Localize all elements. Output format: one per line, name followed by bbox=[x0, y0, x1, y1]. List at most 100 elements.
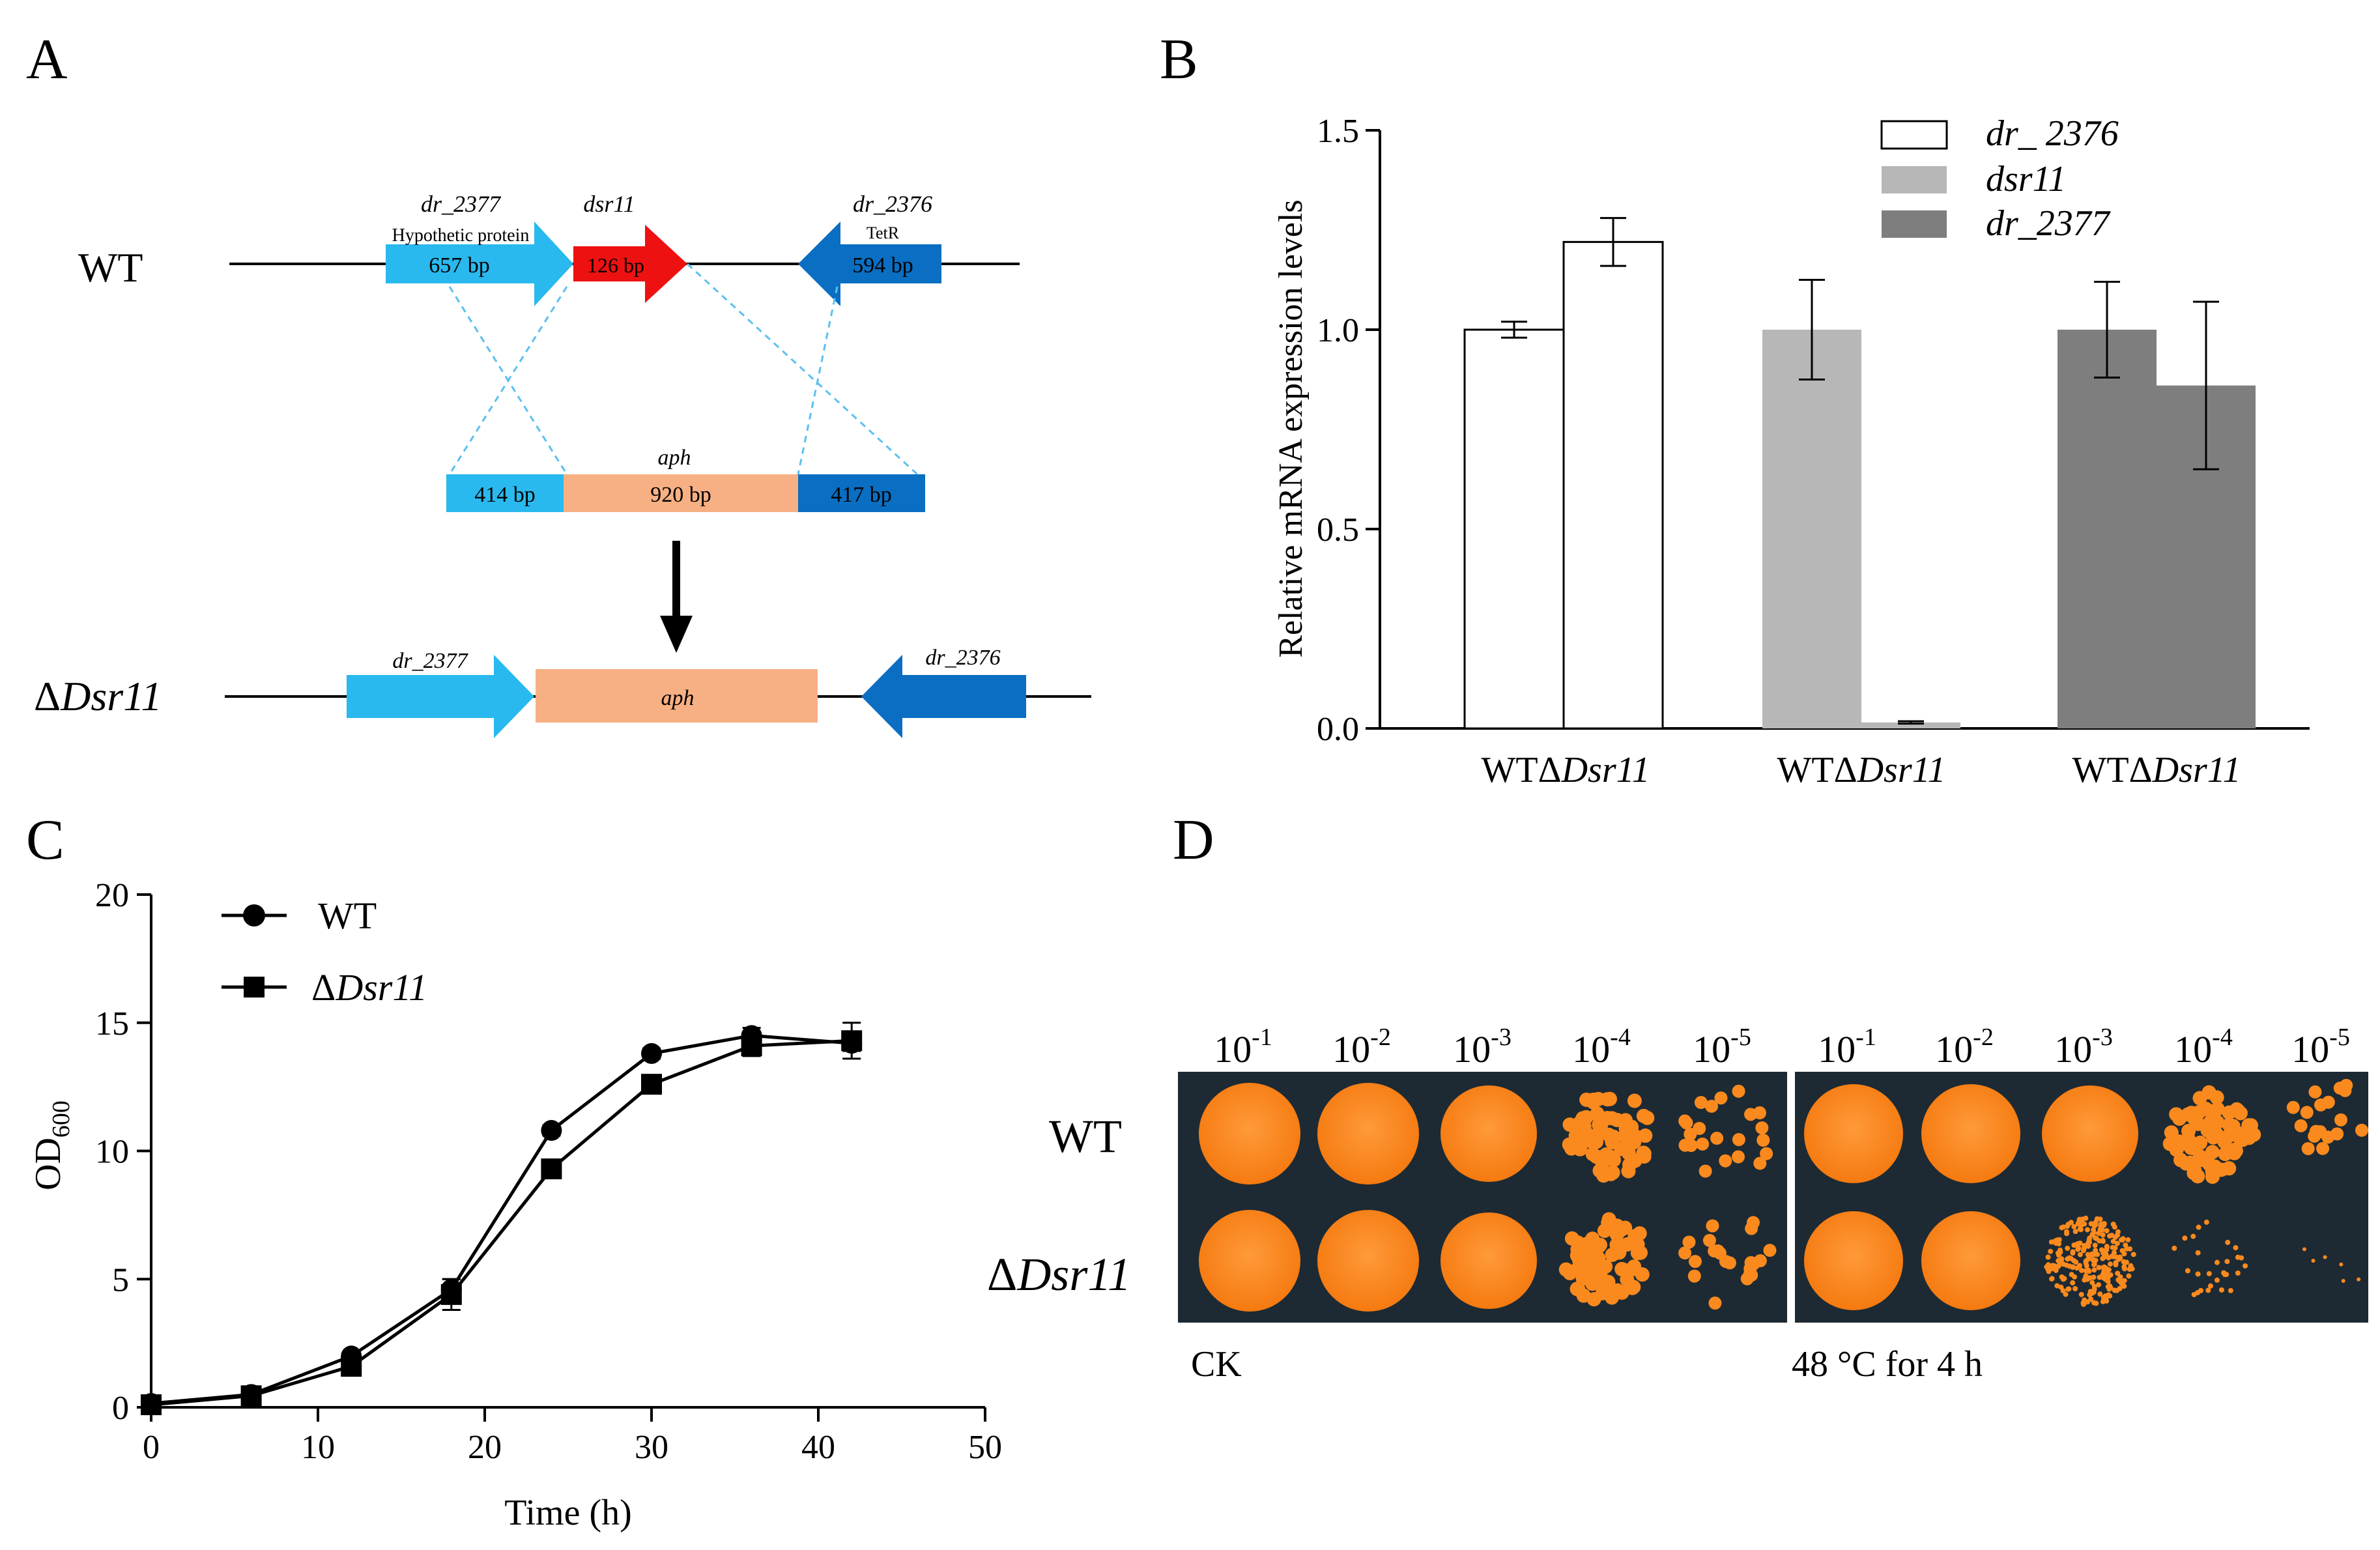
colony bbox=[2235, 1270, 2241, 1276]
bar bbox=[1463, 328, 1565, 730]
colony bbox=[2072, 1285, 2078, 1291]
colony bbox=[1627, 1153, 1642, 1168]
colony bbox=[2192, 1091, 2207, 1106]
colony bbox=[2301, 1141, 2315, 1155]
colony bbox=[2229, 1102, 2244, 1117]
colony bbox=[2045, 1262, 2051, 1268]
legend-wt-label: WT bbox=[318, 895, 377, 937]
colony bbox=[2243, 1263, 2248, 1269]
colony bbox=[2076, 1216, 2082, 1222]
construct-aph-size: 920 bp bbox=[650, 483, 711, 507]
colony bbox=[2086, 1243, 2091, 1249]
c-x-tick-label: 30 bbox=[635, 1429, 668, 1466]
colony bbox=[1763, 1244, 1777, 1257]
series-line bbox=[151, 1039, 852, 1407]
colony bbox=[2113, 1261, 2119, 1267]
colony bbox=[1633, 1245, 1648, 1260]
legend-wt-marker bbox=[243, 904, 265, 926]
panel-c-xlabel: Time (h) bbox=[504, 1493, 632, 1533]
colony bbox=[2185, 1268, 2190, 1274]
colony bbox=[2091, 1261, 2097, 1267]
colony bbox=[2203, 1219, 2209, 1225]
c-x-tick-label: 10 bbox=[301, 1429, 335, 1466]
colony-spot bbox=[1804, 1211, 1903, 1310]
colony bbox=[1587, 1254, 1602, 1269]
c-y-tick-label: 0 bbox=[112, 1390, 129, 1427]
legend-label-dr2377: dr_2377 bbox=[1986, 203, 2111, 244]
colony bbox=[2048, 1248, 2054, 1254]
colony bbox=[2196, 1224, 2201, 1230]
colony bbox=[1732, 1133, 1745, 1147]
colony bbox=[1601, 1127, 1616, 1142]
c-x-tick-label: 50 bbox=[968, 1429, 1002, 1466]
colony bbox=[2056, 1263, 2061, 1269]
colony bbox=[2108, 1272, 2114, 1278]
c-y-tick-label: 20 bbox=[95, 877, 129, 914]
mutant-dr2377-arrow bbox=[347, 655, 534, 738]
colony bbox=[1710, 1132, 1724, 1145]
colony bbox=[1605, 1247, 1620, 1262]
colony bbox=[1636, 1108, 1651, 1123]
colony bbox=[2087, 1292, 2093, 1298]
c-y-tick-label: 10 bbox=[95, 1134, 129, 1171]
dilution-label: 10-4 bbox=[1572, 1024, 1631, 1070]
colony bbox=[2218, 1287, 2224, 1293]
dr2377-gene-label: dr_2377 bbox=[421, 191, 502, 217]
colony-spot bbox=[1441, 1085, 1537, 1182]
colony bbox=[2077, 1252, 2083, 1257]
colony bbox=[2339, 1262, 2344, 1267]
colony bbox=[2072, 1274, 2078, 1280]
dilution-label: 10-5 bbox=[2291, 1024, 2350, 1070]
colony bbox=[1588, 1275, 1603, 1290]
panel-c-series bbox=[141, 1022, 863, 1416]
dilution-label: 10-1 bbox=[1818, 1024, 1876, 1070]
colony bbox=[1601, 1212, 1616, 1227]
colony bbox=[2093, 1235, 2099, 1241]
colony bbox=[2220, 1145, 2235, 1160]
colony bbox=[2169, 1107, 2184, 1122]
colony bbox=[1562, 1265, 1577, 1280]
colony-spot bbox=[1317, 1210, 1419, 1312]
colony bbox=[2341, 1278, 2345, 1283]
dilution-label: 10-3 bbox=[1453, 1024, 1512, 1070]
legend-swatch-dr2377 bbox=[1882, 210, 1947, 238]
colony bbox=[2096, 1282, 2102, 1287]
panel-d: D 10-1 10-2 10-3 10-4 10-5 10-1 10-2 10-3 10-4 10… bbox=[987, 809, 2369, 1385]
dsr11-gene-size: 126 bp bbox=[587, 253, 644, 277]
colony bbox=[2054, 1283, 2060, 1289]
colony bbox=[2109, 1254, 2115, 1259]
construct-left-size: 414 bp bbox=[474, 483, 536, 507]
colony bbox=[2101, 1254, 2107, 1260]
colony bbox=[2338, 1084, 2352, 1097]
colony bbox=[2330, 1127, 2344, 1141]
colony bbox=[1732, 1084, 1745, 1098]
colony bbox=[2123, 1259, 2129, 1265]
dr2376-gene-arrow bbox=[798, 222, 941, 306]
colony bbox=[2115, 1270, 2121, 1276]
c-x-tick-label: 40 bbox=[801, 1429, 835, 1466]
colony bbox=[2357, 1277, 2361, 1282]
colony bbox=[2100, 1299, 2106, 1304]
colony bbox=[2235, 1254, 2241, 1260]
colony bbox=[1706, 1219, 1719, 1233]
b-y-tick-label: 1.5 bbox=[1317, 113, 1359, 150]
dr2377-gene-arrow bbox=[386, 222, 573, 306]
colony bbox=[2204, 1126, 2219, 1141]
colony bbox=[2121, 1266, 2127, 1272]
colony bbox=[2094, 1216, 2100, 1222]
colony bbox=[1705, 1099, 1719, 1113]
colony bbox=[2061, 1224, 2067, 1230]
colony bbox=[2065, 1223, 2071, 1229]
colony bbox=[2224, 1272, 2229, 1278]
colony bbox=[1573, 1130, 1588, 1145]
legend-swatch-dr2376 bbox=[1880, 120, 1948, 150]
colony bbox=[2190, 1233, 2196, 1239]
colony bbox=[2314, 1125, 2327, 1138]
construct-aph-name: aph bbox=[658, 446, 691, 470]
construct-aph bbox=[564, 474, 798, 512]
colony bbox=[2064, 1229, 2070, 1235]
colony bbox=[1562, 1137, 1577, 1152]
c-x-tick-label: 20 bbox=[468, 1429, 502, 1466]
colony bbox=[1591, 1091, 1606, 1106]
colony-spot bbox=[1199, 1210, 1300, 1312]
